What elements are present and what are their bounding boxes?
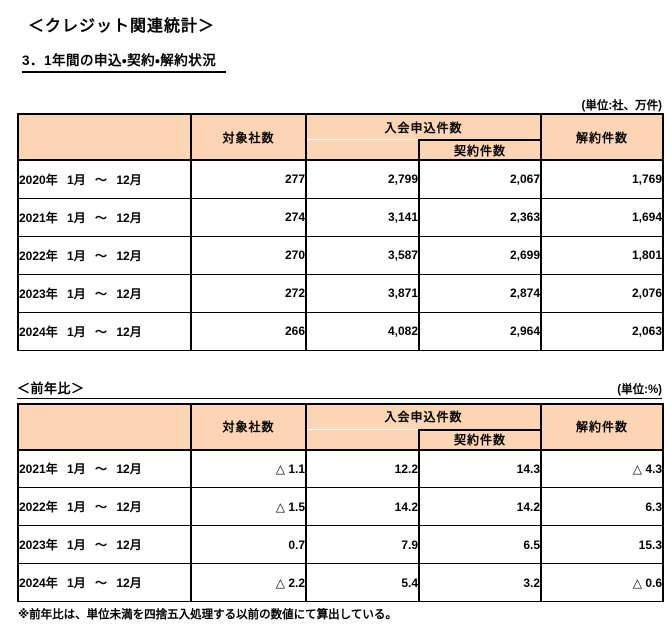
table-header-row-1: 対象社数 入会申込件数 解約件数 bbox=[17, 113, 665, 161]
table-row: 2020年 1月 ～ 12月 277 2,799 2,067 1,769 bbox=[17, 159, 665, 199]
period-cell: 2024年 1月 ～ 12月 bbox=[17, 563, 192, 602]
page-title: ＜クレジット関連統計＞ bbox=[28, 18, 216, 35]
cancellations-cell: 1,801 bbox=[540, 235, 665, 275]
cancellations-cell: △ 0.6 bbox=[540, 563, 665, 602]
footnote: ※前年比は、単位未満を四捨五入処理する以前の数値にて算出している。 bbox=[18, 609, 397, 621]
companies-cell: 274 bbox=[190, 197, 307, 237]
period-cell: 2021年 1月 ～ 12月 bbox=[17, 449, 192, 488]
contracts-cell: 14.3 bbox=[417, 449, 543, 488]
period-cell: 2021年 1月 ～ 12月 bbox=[17, 197, 192, 237]
applications-cell: 3,141 bbox=[305, 197, 420, 237]
cancellations-cell: 1,769 bbox=[540, 159, 665, 199]
contracts-cell: 2,699 bbox=[417, 235, 543, 275]
companies-cell: 270 bbox=[190, 235, 307, 275]
table-row: 2024年 1月 ～ 12月 266 4,082 2,964 2,063 bbox=[17, 311, 665, 351]
contracts-cell: 2,067 bbox=[417, 159, 543, 199]
period-cell: 2023年 1月 ～ 12月 bbox=[17, 273, 192, 313]
yoy-section-header: ＜前年比＞ (単位:%) bbox=[17, 378, 662, 399]
period-cell: 2023年 1月 ～ 12月 bbox=[17, 525, 192, 564]
period-cell: 2020年 1月 ～ 12月 bbox=[17, 159, 192, 199]
cancellations-cell: △ 4.3 bbox=[540, 449, 665, 488]
companies-cell: 266 bbox=[190, 311, 307, 351]
header-blank-cell bbox=[17, 113, 192, 161]
contracts-cell: 3.2 bbox=[417, 563, 543, 602]
applications-cell: 3,587 bbox=[305, 235, 420, 275]
applications-cell: 12.2 bbox=[305, 449, 420, 488]
applications-cell: 4,082 bbox=[305, 311, 420, 351]
header-target-companies: 対象社数 bbox=[190, 113, 307, 161]
period-cell: 2022年 1月 ～ 12月 bbox=[17, 235, 192, 275]
companies-cell: △ 1.1 bbox=[190, 449, 307, 488]
header-contracts: 契約件数 bbox=[417, 139, 543, 161]
table-header-row-1: 対象社数 入会申込件数 解約件数 bbox=[17, 402, 665, 451]
cancellations-cell: 2,076 bbox=[540, 273, 665, 313]
yoy-section-label: ＜前年比＞ bbox=[17, 380, 85, 396]
header-contracts: 契約件数 bbox=[417, 428, 543, 451]
contracts-cell: 6.5 bbox=[417, 525, 543, 564]
table-row: 2021年 1月 ～ 12月 △ 1.1 12.2 14.3 △ 4.3 bbox=[17, 449, 665, 488]
table-row: 2022年 1月 ～ 12月 △ 1.5 14.2 14.2 6.3 bbox=[17, 487, 665, 526]
companies-cell: 277 bbox=[190, 159, 307, 199]
header-cancellations: 解約件数 bbox=[540, 402, 665, 451]
period-cell: 2022年 1月 ～ 12月 bbox=[17, 487, 192, 526]
table-header-row-2: 契約件数 bbox=[18, 139, 663, 161]
header-spacer-cell bbox=[305, 140, 420, 161]
contracts-cell: 2,874 bbox=[417, 273, 543, 313]
annual-stats-table: 対象社数 入会申込件数 解約件数 契約件数 2020年 1月 ～ 12月 277… bbox=[17, 113, 665, 351]
header-target-companies: 対象社数 bbox=[190, 402, 307, 451]
cancellations-cell: 2,063 bbox=[540, 311, 665, 351]
applications-cell: 14.2 bbox=[305, 487, 420, 526]
cancellations-cell: 15.3 bbox=[540, 525, 665, 564]
period-cell: 2024年 1月 ～ 12月 bbox=[17, 311, 192, 351]
header-blank-cell bbox=[17, 402, 192, 451]
contracts-cell: 2,964 bbox=[417, 311, 543, 351]
unit-label-percent: (単位:%) bbox=[617, 383, 662, 396]
cancellations-cell: 6.3 bbox=[540, 487, 665, 526]
unit-label-companies-cases: (単位:社、万件) bbox=[581, 100, 663, 112]
companies-cell: 0.7 bbox=[190, 525, 307, 564]
yoy-stats-table: 対象社数 入会申込件数 解約件数 契約件数 2021年 1月 ～ 12月 △ 1… bbox=[17, 402, 665, 602]
applications-cell: 7.9 bbox=[305, 525, 420, 564]
header-membership-applications: 入会申込件数 bbox=[304, 113, 543, 140]
header-cancellations: 解約件数 bbox=[540, 113, 665, 161]
contracts-cell: 2,363 bbox=[417, 197, 543, 237]
table-row: 2023年 1月 ～ 12月 0.7 7.9 6.5 15.3 bbox=[17, 525, 665, 564]
contracts-cell: 14.2 bbox=[417, 487, 543, 526]
table-row: 2021年 1月 ～ 12月 274 3,141 2,363 1,694 bbox=[17, 197, 665, 237]
table-row: 2024年 1月 ～ 12月 △ 2.2 5.4 3.2 △ 0.6 bbox=[17, 563, 665, 602]
table-header-row-2: 契約件数 bbox=[18, 428, 663, 451]
table-row: 2023年 1月 ～ 12月 272 3,871 2,874 2,076 bbox=[17, 273, 665, 313]
companies-cell: 272 bbox=[190, 273, 307, 313]
section-subtitle: 3．1年間の申込・契約・解約状況 bbox=[22, 49, 227, 73]
cancellations-cell: 1,694 bbox=[540, 197, 665, 237]
header-membership-applications: 入会申込件数 bbox=[304, 402, 543, 430]
companies-cell: △ 2.2 bbox=[190, 563, 307, 602]
applications-cell: 3,871 bbox=[305, 273, 420, 313]
table-row: 2022年 1月 ～ 12月 270 3,587 2,699 1,801 bbox=[17, 235, 665, 275]
header-spacer-cell bbox=[305, 429, 420, 451]
applications-cell: 5.4 bbox=[305, 563, 420, 602]
companies-cell: △ 1.5 bbox=[190, 487, 307, 526]
applications-cell: 2,799 bbox=[305, 159, 420, 199]
section-heading-wrap: 3．1年間の申込・契約・解約状況 bbox=[22, 49, 670, 73]
